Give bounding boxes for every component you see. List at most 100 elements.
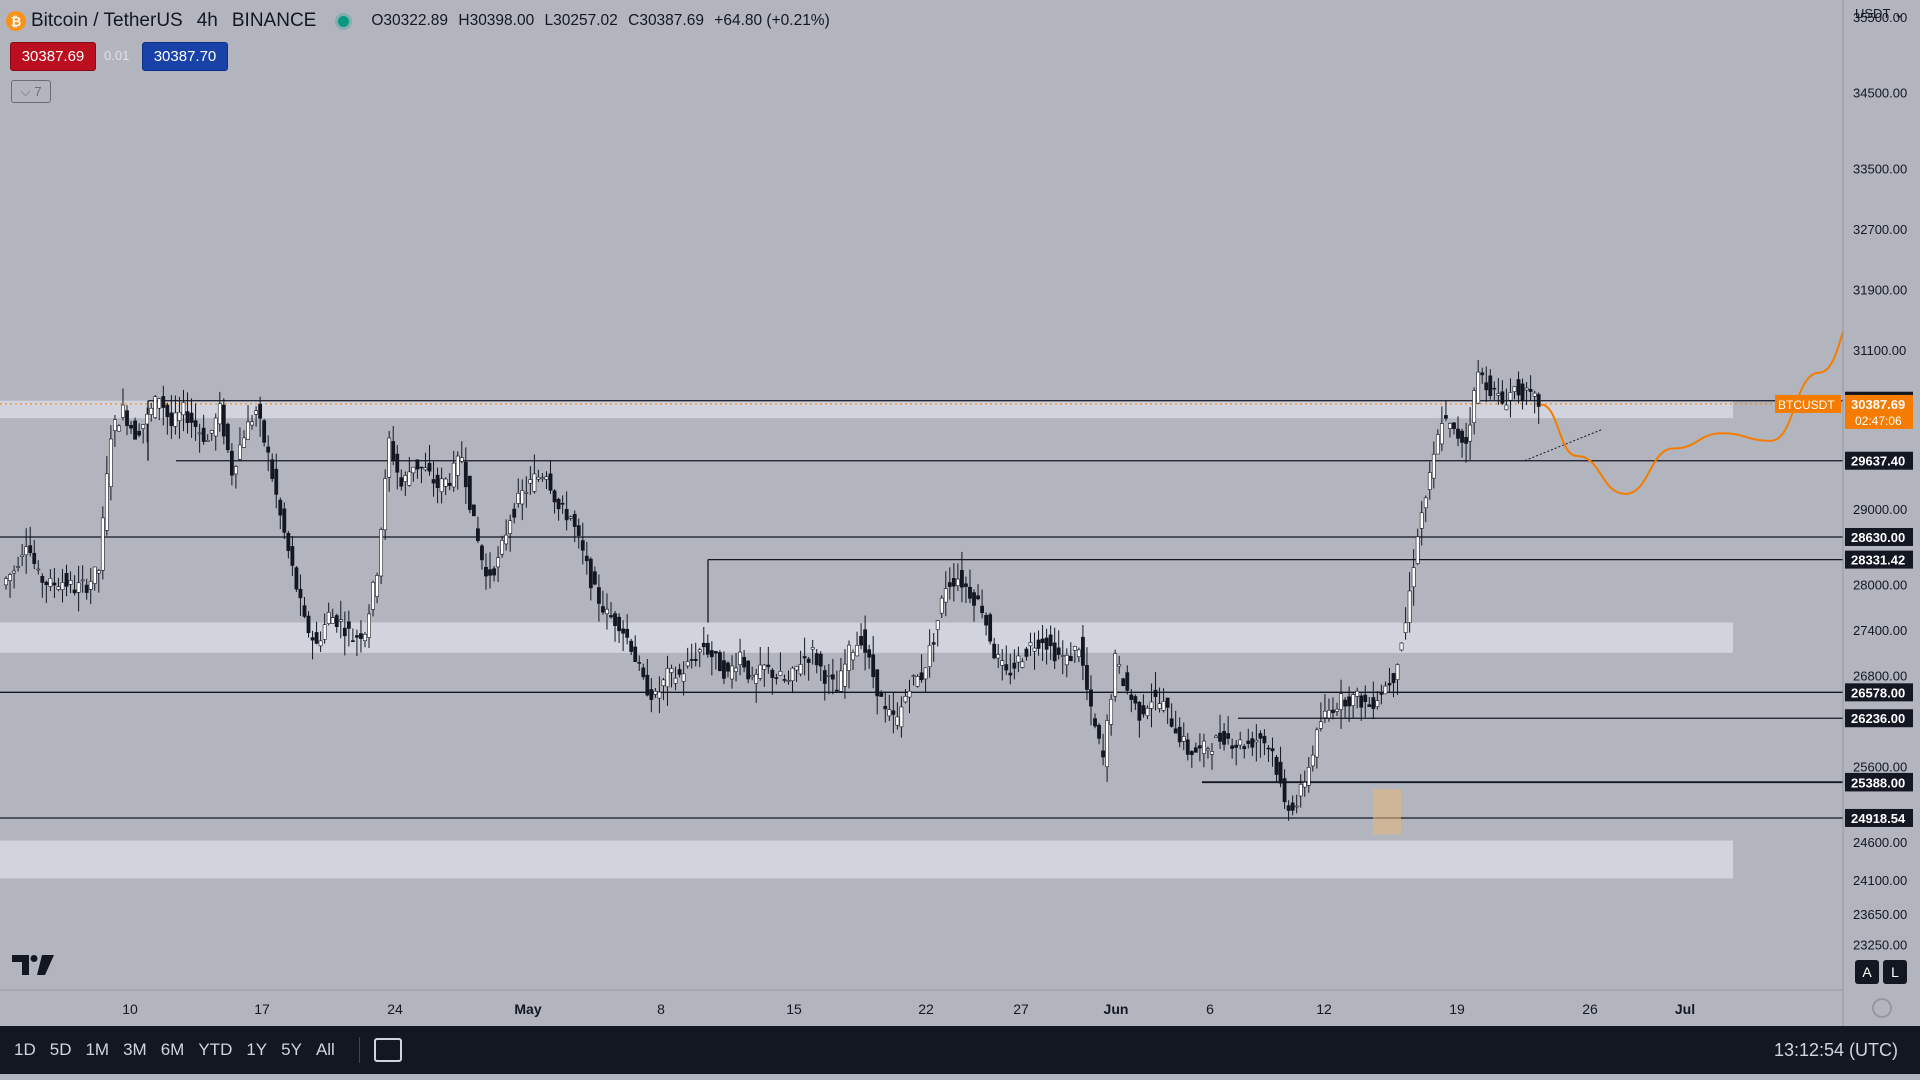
- calendar-icon[interactable]: [373, 1038, 402, 1062]
- candle-up: [1524, 387, 1529, 391]
- candle-up: [1028, 642, 1033, 647]
- level-label: 24918.54: [1851, 811, 1906, 826]
- candle-down: [572, 513, 577, 527]
- candle-up: [403, 475, 408, 482]
- range-button-5d[interactable]: 5D: [49, 1040, 72, 1059]
- candle-up: [568, 516, 573, 519]
- candle-down: [342, 627, 347, 637]
- collapse-indicators-button[interactable]: ⌵ 7: [11, 80, 51, 103]
- candle-up: [520, 490, 525, 505]
- candle-down: [185, 411, 190, 423]
- candle-up: [1403, 622, 1408, 633]
- candle-up: [1335, 708, 1339, 712]
- candle-down: [1286, 805, 1291, 811]
- candle-down: [169, 412, 174, 427]
- candle-down: [84, 584, 89, 593]
- range-button-ytd[interactable]: YTD: [198, 1040, 233, 1059]
- candle-up: [407, 471, 412, 486]
- range-button-1d[interactable]: 1D: [14, 1040, 36, 1059]
- candle-down: [830, 674, 835, 680]
- candle-up: [887, 709, 892, 717]
- range-button-5y[interactable]: 5Y: [281, 1040, 302, 1059]
- range-button-1y[interactable]: 1Y: [246, 1040, 268, 1059]
- candle-up: [915, 676, 920, 687]
- candle-down: [334, 615, 339, 627]
- candle-down: [1274, 756, 1279, 775]
- interval-label[interactable]: 4h: [196, 10, 218, 31]
- auto-scale-button[interactable]: A: [1855, 960, 1879, 984]
- candle-down: [310, 637, 315, 641]
- candle-down: [822, 670, 827, 684]
- candle-down: [875, 669, 880, 697]
- candle-up: [20, 554, 25, 557]
- symbol-title[interactable]: Bitcoin / TetherUS: [31, 10, 183, 31]
- candle-up: [839, 670, 843, 692]
- range-button-6m[interactable]: 6M: [160, 1040, 185, 1059]
- candle-up: [88, 581, 93, 590]
- candle-down: [1093, 718, 1097, 727]
- candle-down: [609, 615, 613, 618]
- candle-down: [834, 689, 839, 692]
- log-scale-button[interactable]: L: [1883, 960, 1907, 984]
- gear-icon[interactable]: [1872, 998, 1892, 1018]
- candle-down: [766, 664, 771, 668]
- candle-down: [713, 651, 718, 654]
- candle-down: [1081, 636, 1085, 666]
- candle-up: [411, 466, 416, 474]
- candle-up: [455, 455, 460, 476]
- candle-down: [552, 490, 557, 503]
- candle-down: [617, 616, 621, 632]
- candle-up: [1060, 655, 1065, 657]
- candle-down: [564, 508, 569, 521]
- candle-down: [28, 545, 33, 554]
- candle-up: [1314, 729, 1319, 758]
- candle-down: [1085, 665, 1089, 690]
- candle-up: [217, 403, 222, 425]
- price-tick: 31900.00: [1853, 282, 1907, 297]
- candle-up: [322, 624, 327, 640]
- currency-selector[interactable]: USDT ⌄: [1855, 6, 1905, 22]
- current-price-label: 30387.69: [1851, 397, 1905, 412]
- candle-down: [548, 473, 553, 491]
- buy-button[interactable]: 30387.70: [142, 42, 228, 71]
- candle-up: [778, 671, 783, 676]
- range-button-3m[interactable]: 3M: [123, 1040, 147, 1059]
- candle-up: [16, 566, 21, 568]
- level-label-bg: [1845, 451, 1913, 470]
- candle-down: [165, 404, 170, 418]
- range-button-all[interactable]: All: [315, 1040, 335, 1059]
- candle-down: [641, 667, 646, 678]
- candle-up: [92, 566, 97, 584]
- candle-up: [923, 667, 928, 680]
- candle-up: [903, 695, 908, 703]
- candle-up: [1351, 694, 1356, 706]
- candle-up: [730, 665, 734, 680]
- time-axis[interactable]: 10 17 24 May 8 15 22 27 Jun 6 12 19 26 Jul: [0, 989, 1843, 1017]
- candle-down: [193, 420, 198, 427]
- price-axis[interactable]: 35500.00 34500.00 33500.00 32700.00 31900.00…: [1775, 0, 1920, 1026]
- candle-up: [1318, 721, 1323, 729]
- candle-up: [1468, 424, 1473, 442]
- utc-clock[interactable]: 13:12:54 (UTC): [1773, 1039, 1898, 1060]
- candle-up: [318, 640, 323, 647]
- candle-up: [1327, 710, 1331, 719]
- time-tick: 6: [1206, 1001, 1214, 1017]
- price-tick: 24100.00: [1853, 873, 1907, 888]
- candle-up: [1508, 392, 1513, 401]
- candle-up: [379, 529, 384, 577]
- candle-up: [786, 680, 791, 682]
- candle-down: [419, 466, 424, 469]
- candle-up: [1383, 685, 1388, 695]
- price-tick: 29000.00: [1853, 502, 1907, 517]
- candle-up: [653, 690, 658, 695]
- candle-down: [1121, 678, 1126, 686]
- candle-down: [722, 660, 726, 679]
- current-price-bg: [1845, 394, 1913, 429]
- candle-up: [500, 539, 505, 555]
- candle-up: [540, 477, 545, 480]
- candle-down: [447, 482, 452, 486]
- sell-button[interactable]: 30387.69: [10, 42, 96, 71]
- range-button-1m[interactable]: 1M: [85, 1040, 110, 1059]
- candle-up: [443, 478, 448, 487]
